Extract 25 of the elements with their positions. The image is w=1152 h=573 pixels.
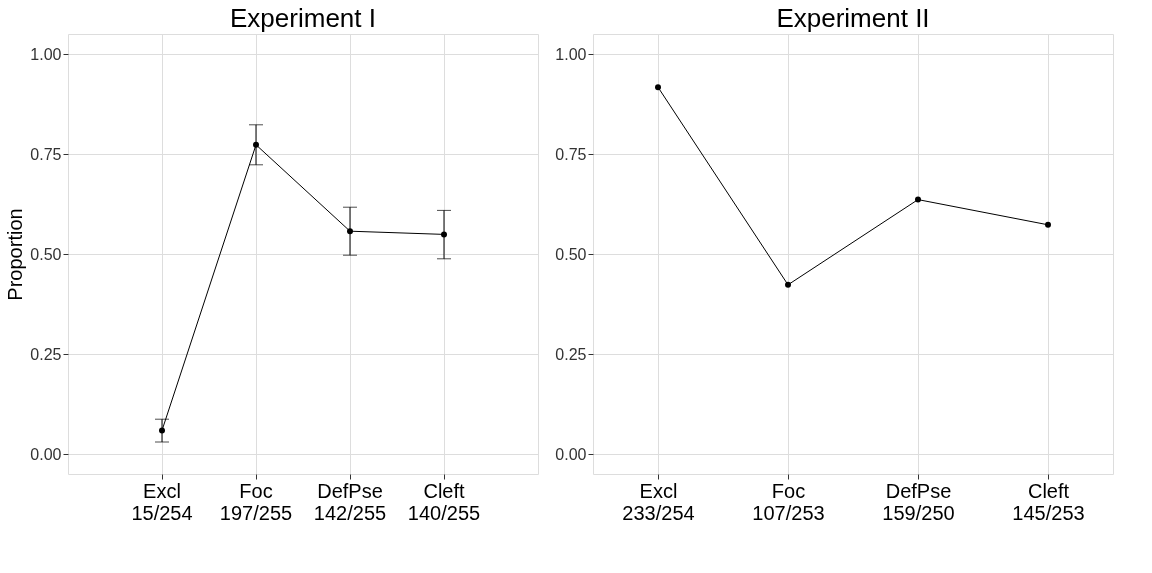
x-tick-label: Cleft 140/255 bbox=[407, 479, 481, 524]
chart-title: Experiment I bbox=[230, 3, 376, 33]
y-tick-label: 0.75 bbox=[555, 145, 587, 163]
x-tick-label: DefPse 142/255 bbox=[313, 479, 387, 524]
point bbox=[1045, 221, 1051, 228]
y-tick-label: 0.00 bbox=[555, 445, 587, 463]
y-tick-label: 0.25 bbox=[555, 345, 587, 363]
point bbox=[915, 196, 921, 203]
chart-title: Experiment II bbox=[776, 3, 930, 33]
x-tick-label: Foc 197/255 bbox=[219, 479, 293, 524]
y-tick-label: 0.50 bbox=[30, 245, 62, 263]
x-tick-label: DefPse 159/250 bbox=[882, 479, 955, 524]
y-tick-label: 0.75 bbox=[30, 145, 62, 163]
x-tick-label: Excl 15/254 bbox=[131, 479, 193, 524]
x-tick-label: Excl 233/254 bbox=[622, 479, 695, 524]
point bbox=[655, 84, 661, 91]
y-axis-title: Proportion bbox=[4, 208, 27, 301]
x-tick-label: Foc 107/253 bbox=[752, 479, 825, 524]
point bbox=[785, 281, 791, 288]
y-tick-label: 1.00 bbox=[555, 45, 587, 63]
y-tick-label: 0.50 bbox=[555, 245, 587, 263]
y-tick-label: 0.25 bbox=[30, 345, 62, 363]
x-tick-label: Cleft 145/253 bbox=[1012, 479, 1085, 524]
y-tick-label: 1.00 bbox=[30, 45, 62, 63]
y-tick-label: 0.00 bbox=[30, 445, 62, 463]
